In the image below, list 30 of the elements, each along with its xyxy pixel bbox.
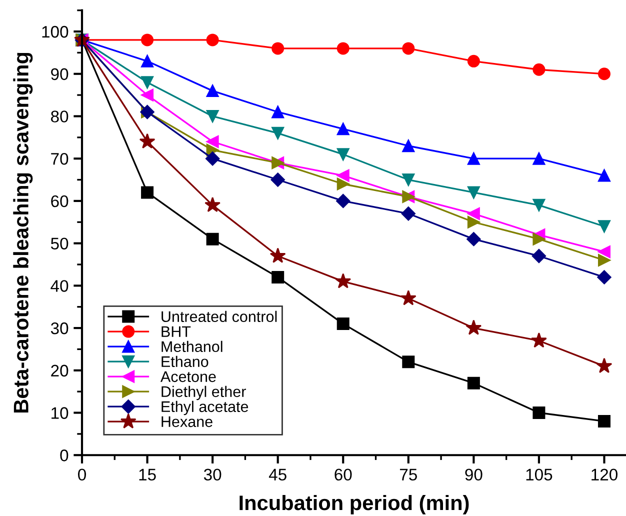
x-tick-label: 75 bbox=[400, 468, 417, 481]
x-tick-label: 105 bbox=[526, 468, 552, 481]
y-tick-label: 50 bbox=[50, 238, 68, 250]
y-tick-label: 60 bbox=[51, 195, 68, 208]
y-tick-label: 90 bbox=[51, 68, 68, 80]
y-tick-label: 0 bbox=[60, 450, 68, 462]
legend-label: Hexane bbox=[162, 416, 212, 428]
x-tick-label: 0 bbox=[78, 468, 86, 481]
legend-label: Acetone bbox=[160, 371, 216, 382]
x-tick-label: 15 bbox=[139, 468, 156, 481]
y-tick-label: 40 bbox=[50, 280, 68, 292]
y-tick-label: 100 bbox=[42, 26, 68, 38]
x-tick-label: 90 bbox=[465, 468, 482, 481]
legend-label: Diethyl ether bbox=[162, 386, 246, 400]
x-tick-label: 45 bbox=[268, 468, 286, 481]
y-tick-label: 10 bbox=[52, 407, 68, 419]
legend-label: Methanol bbox=[162, 340, 222, 352]
y-axis-title: Beta-carotene bleaching scavenging bbox=[13, 52, 33, 412]
x-tick-label: 120 bbox=[592, 468, 618, 481]
legend-label: Ethyl acetate bbox=[162, 400, 248, 416]
x-axis-title: Incubation period (min) bbox=[240, 494, 469, 514]
y-tick-label: 70 bbox=[51, 152, 68, 165]
x-tick-label: 30 bbox=[204, 468, 222, 481]
legend-label: BHT bbox=[162, 326, 191, 337]
y-tick-label: 80 bbox=[51, 110, 68, 122]
y-tick-label: 30 bbox=[50, 322, 68, 334]
legend-label: Untreated control bbox=[162, 310, 277, 322]
x-tick-label: 60 bbox=[334, 468, 352, 481]
legend-label: Ethano bbox=[162, 356, 208, 368]
y-tick-label: 20 bbox=[51, 364, 68, 377]
